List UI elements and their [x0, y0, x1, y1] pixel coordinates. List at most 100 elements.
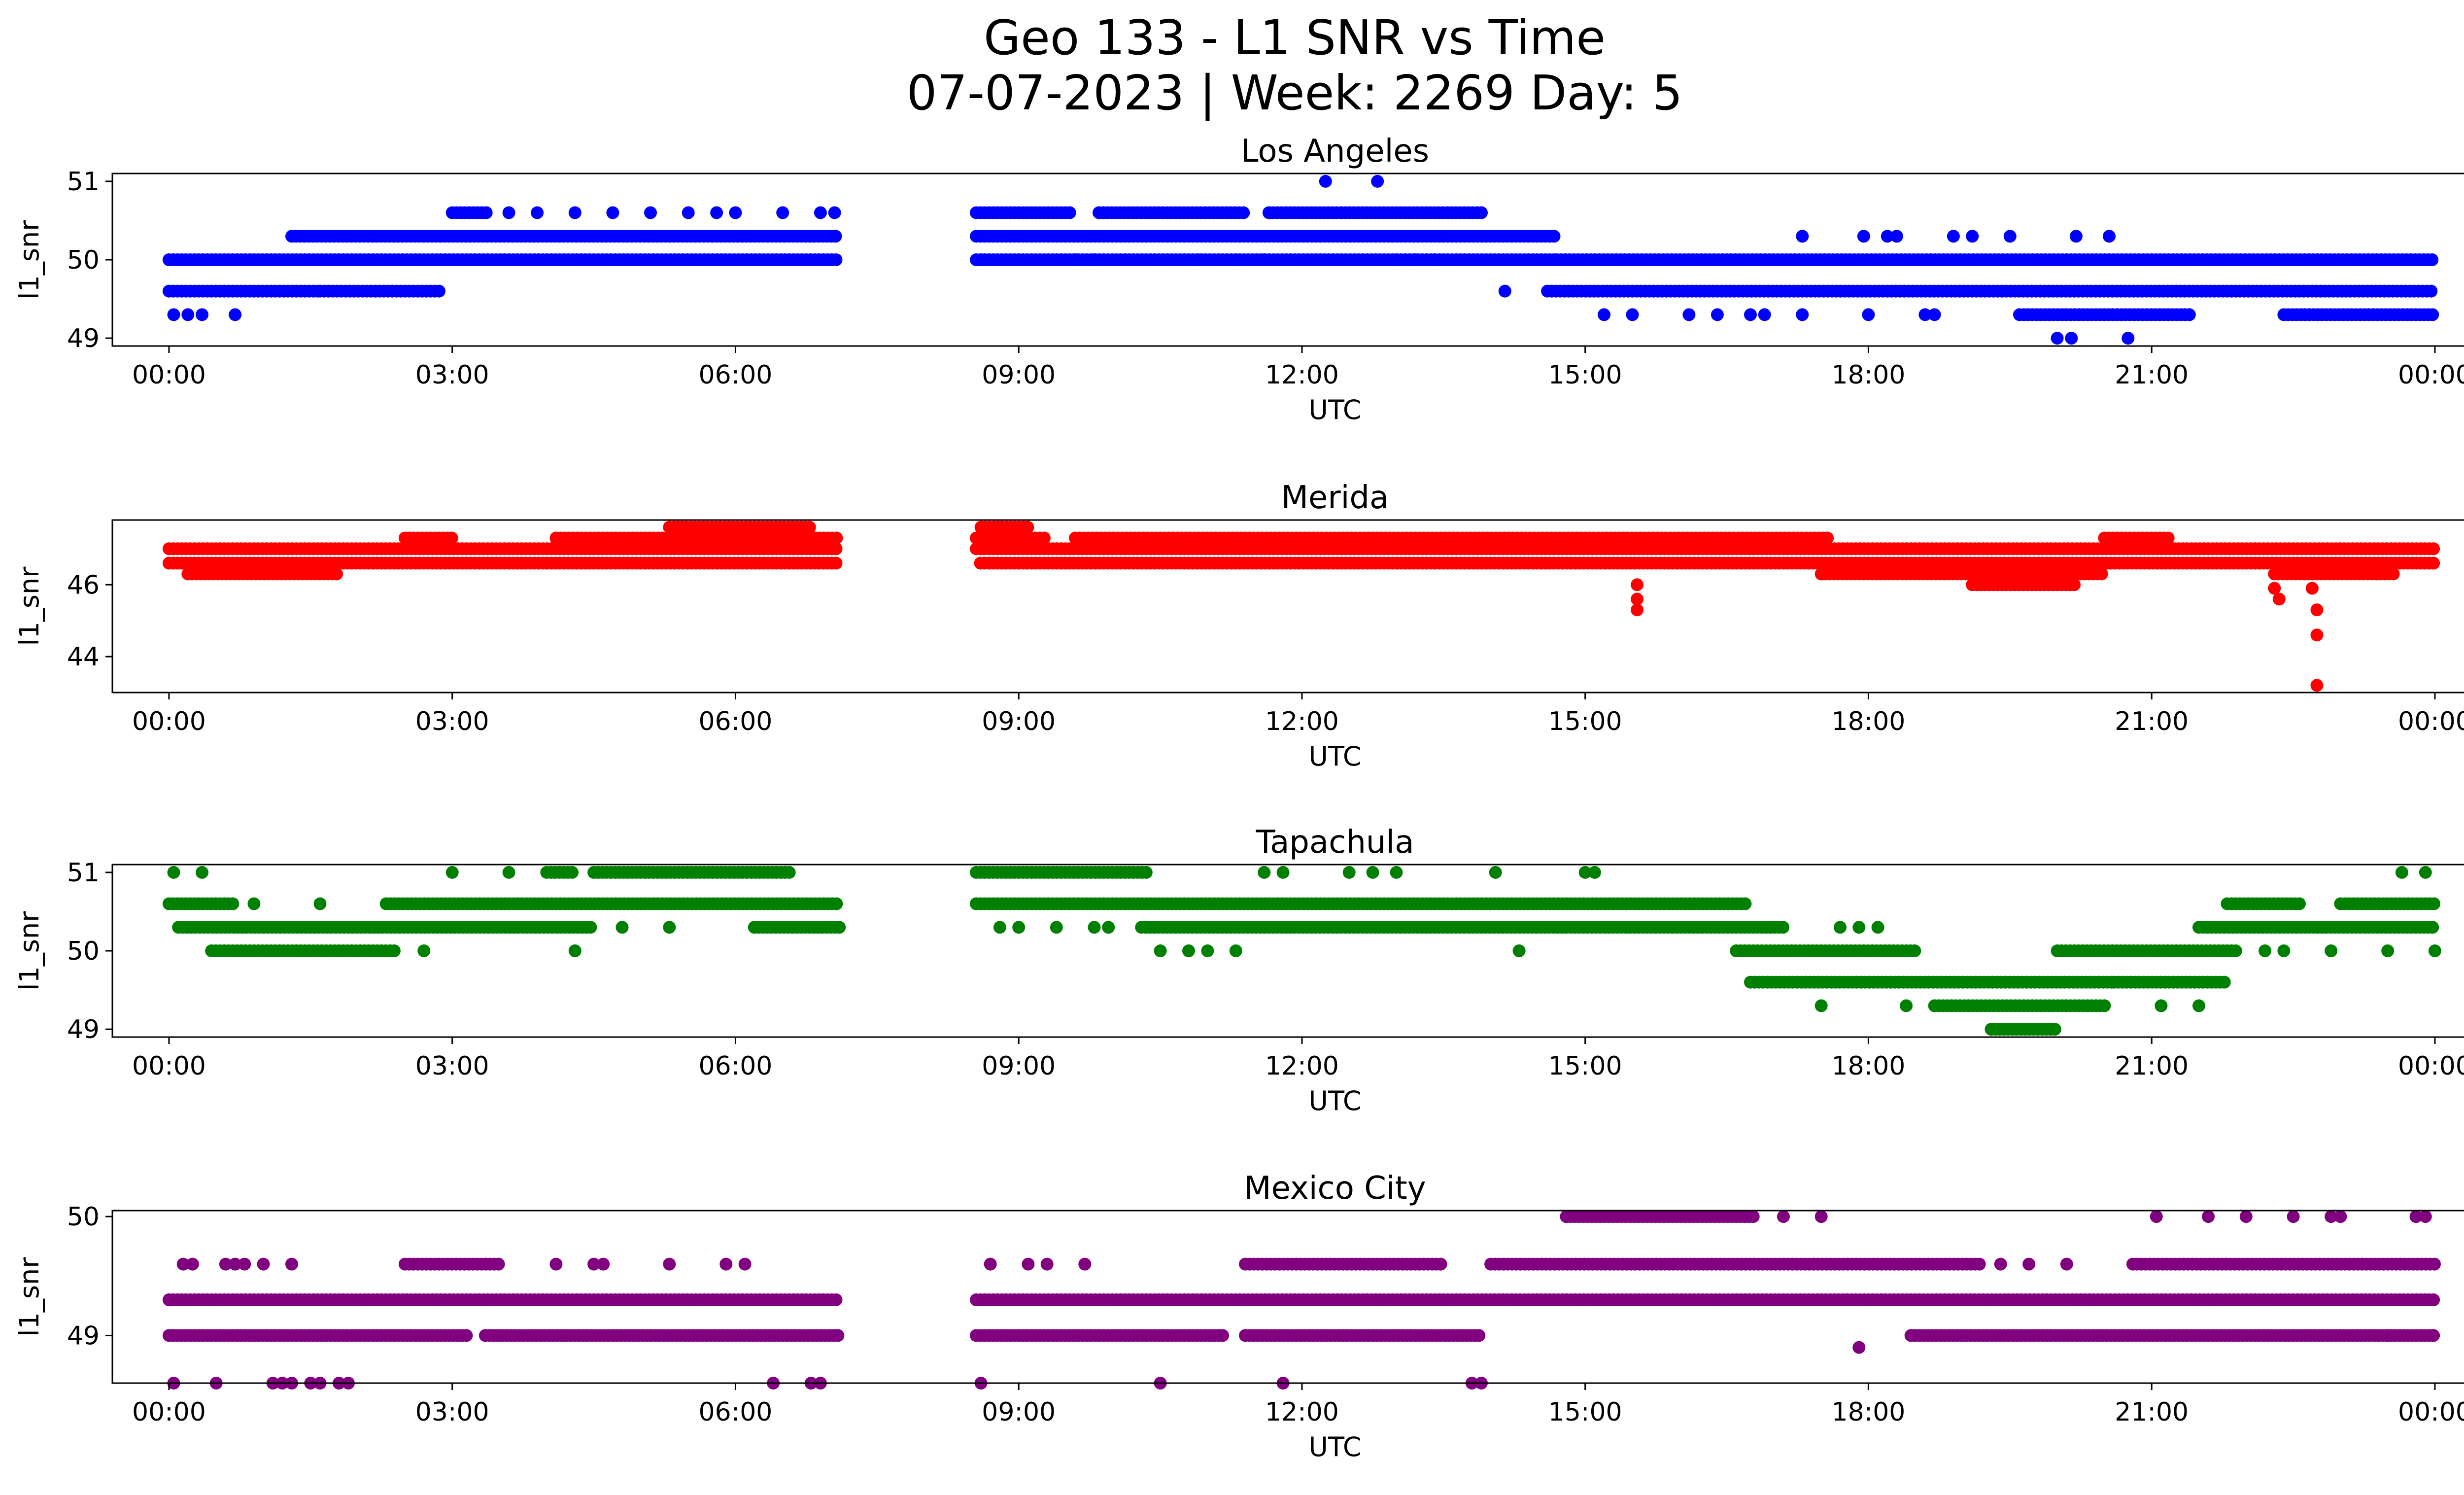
data-point — [1088, 253, 1101, 266]
data-point — [1852, 921, 1866, 934]
data-point — [2426, 308, 2439, 321]
data-point — [1088, 921, 1101, 934]
x-tick-label: 18:00 — [1832, 360, 1906, 390]
data-point — [568, 206, 582, 219]
x-tick-label: 09:00 — [982, 1051, 1056, 1081]
data-point — [196, 866, 208, 879]
data-point — [829, 542, 843, 556]
data-point — [2419, 866, 2432, 879]
data-point — [829, 253, 843, 266]
data-point — [2003, 230, 2017, 243]
subplot-title: Tapachula — [1256, 824, 1414, 861]
x-tick-label: 15:00 — [1548, 360, 1622, 390]
data-point — [1814, 999, 1828, 1012]
data-point — [2305, 582, 2319, 595]
data-point — [1371, 174, 1384, 188]
data-point — [1182, 944, 1195, 957]
data-point — [993, 921, 1006, 934]
data-point — [2381, 944, 2395, 957]
data-point — [833, 921, 846, 934]
data-point — [479, 206, 493, 219]
data-point — [417, 944, 431, 957]
x-tick-label: 09:00 — [982, 360, 1056, 390]
data-point — [2048, 1023, 2061, 1036]
data-point — [1408, 253, 1422, 266]
data-point — [974, 253, 988, 266]
x-tick-label: 12:00 — [1265, 1051, 1339, 1081]
x-axis-label: UTC — [1308, 394, 1361, 425]
data-point — [1216, 1329, 1229, 1342]
data-point — [1744, 308, 1757, 321]
x-axis-label: UTC — [1308, 741, 1361, 772]
data-point — [828, 206, 841, 219]
scatter-series — [162, 521, 2440, 692]
data-point — [1489, 866, 1502, 879]
data-point — [1512, 944, 1526, 957]
data-point — [1947, 230, 1960, 243]
y-tick-label: 51 — [67, 167, 100, 197]
data-point — [2259, 944, 2272, 957]
data-point — [1229, 944, 1242, 957]
x-tick-label: 06:00 — [699, 1051, 773, 1081]
data-point — [606, 206, 619, 219]
data-point — [1890, 230, 1903, 243]
data-point — [2310, 679, 2324, 692]
y-axis-label: l1_snr — [14, 911, 45, 991]
data-point — [2122, 332, 2135, 345]
data-point — [2103, 230, 2116, 243]
data-point — [1237, 206, 1250, 219]
data-point — [2310, 603, 2324, 617]
data-point — [1063, 206, 1076, 219]
data-point — [2395, 866, 2408, 879]
data-point — [2428, 897, 2440, 910]
figure-title-line-2: 07-07-2023 | Week: 2269 Day: 5 — [907, 65, 1683, 121]
data-point — [1102, 921, 1115, 934]
data-point — [1258, 253, 1271, 266]
data-point — [814, 206, 827, 219]
data-point — [460, 1329, 473, 1342]
data-point — [2051, 332, 2064, 345]
data-point — [2272, 592, 2286, 606]
data-point — [2427, 1329, 2440, 1342]
subplot-title: Mexico City — [1244, 1170, 1426, 1207]
data-point — [1201, 944, 1214, 957]
x-tick-label: 18:00 — [1832, 1051, 1906, 1081]
y-tick-label: 49 — [67, 1015, 100, 1044]
data-point — [1342, 866, 1356, 879]
data-point — [1682, 308, 1696, 321]
data-point — [1626, 308, 1639, 321]
data-point — [1276, 866, 1290, 879]
data-point — [1475, 206, 1488, 219]
data-point — [2068, 578, 2081, 591]
data-point — [710, 206, 723, 219]
data-point — [1021, 521, 1034, 534]
data-point — [729, 206, 742, 219]
data-point — [2425, 284, 2438, 298]
data-point — [1012, 921, 1026, 934]
x-tick-label: 09:00 — [982, 707, 1056, 736]
data-point — [829, 1293, 843, 1306]
data-point — [566, 866, 579, 879]
data-point — [445, 866, 459, 879]
data-point — [2069, 230, 2083, 243]
data-point — [1900, 999, 1913, 1012]
data-point — [1928, 308, 1941, 321]
data-point — [1258, 866, 1271, 879]
y-tick-label: 51 — [67, 858, 100, 888]
data-point — [2387, 567, 2400, 581]
data-point — [1598, 308, 1610, 321]
data-point — [2427, 542, 2440, 556]
data-point — [2183, 308, 2196, 321]
data-point — [1390, 866, 1403, 879]
scatter-series — [162, 174, 2439, 345]
data-point — [1857, 230, 1870, 243]
data-point — [2098, 999, 2111, 1012]
data-point — [502, 866, 515, 879]
data-point — [1834, 921, 1847, 934]
data-point — [2427, 1293, 2440, 1306]
data-point — [2325, 944, 2338, 957]
x-tick-label: 00:00 — [132, 1051, 206, 1081]
